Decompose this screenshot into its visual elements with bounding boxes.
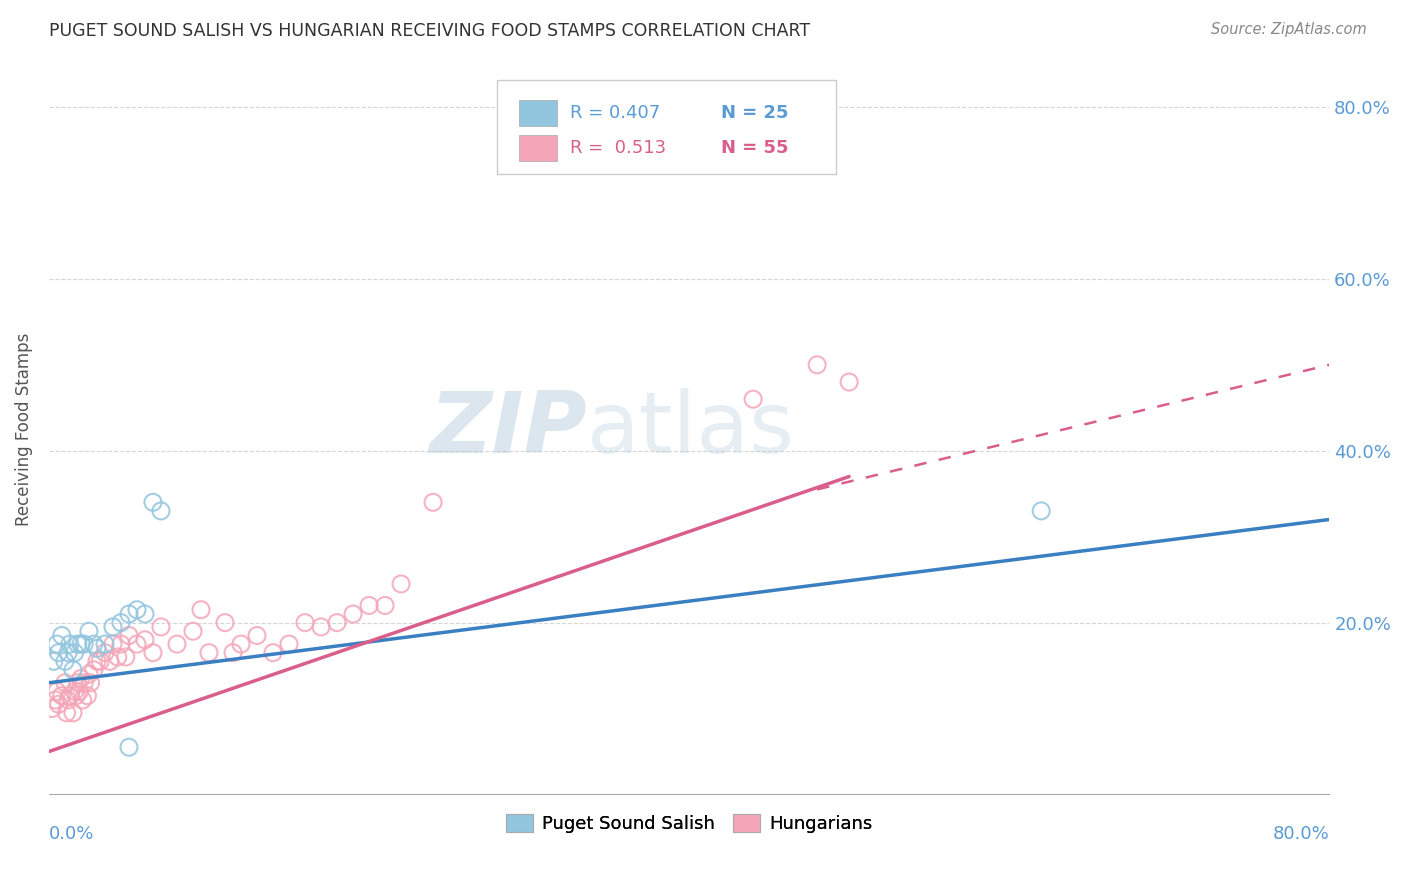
Point (63, 684, 86, 698)
Point (66, 637, 89, 651)
Point (55, 706, 77, 720)
Text: R = 0.407: R = 0.407 (569, 104, 661, 122)
FancyBboxPatch shape (519, 100, 557, 126)
Point (222, 646, 245, 660)
Text: N = 55: N = 55 (721, 139, 789, 157)
Point (125, 637, 148, 651)
Point (89, 654, 111, 668)
Point (374, 599, 396, 613)
Text: R =  0.513: R = 0.513 (569, 139, 666, 157)
Point (125, 603, 148, 617)
Point (142, 646, 165, 660)
Point (41, 701, 63, 715)
Point (46, 637, 69, 651)
Point (150, 620, 173, 634)
Point (65, 689, 87, 703)
Point (134, 607, 156, 621)
FancyBboxPatch shape (498, 80, 837, 174)
Point (77, 624, 100, 639)
Point (63, 646, 86, 660)
Point (51, 628, 73, 642)
Point (73, 637, 96, 651)
Point (59, 689, 82, 703)
Point (46, 684, 69, 698)
Point (53, 675, 76, 690)
Point (309, 620, 332, 634)
Text: 0.0%: 0.0% (49, 825, 94, 843)
Point (70, 672, 93, 686)
Point (67, 684, 90, 698)
Point (79, 675, 101, 690)
Point (342, 607, 364, 621)
Point (389, 577, 412, 591)
Point (44, 693, 66, 707)
Text: 80.0%: 80.0% (1272, 825, 1329, 843)
Point (94, 637, 117, 651)
Point (278, 637, 301, 651)
Point (114, 650, 136, 665)
Point (62, 706, 84, 720)
Point (150, 504, 173, 518)
Point (110, 637, 132, 651)
Point (838, 375, 860, 389)
Text: PUGET SOUND SALISH VS HUNGARIAN RECEIVING FOOD STAMPS CORRELATION CHART: PUGET SOUND SALISH VS HUNGARIAN RECEIVIN… (49, 22, 810, 40)
Y-axis label: Receiving Food Stamps: Receiving Food Stamps (15, 333, 32, 526)
Point (101, 637, 124, 651)
Point (262, 646, 284, 660)
Point (246, 628, 269, 642)
Point (357, 599, 380, 613)
Point (56, 646, 79, 660)
Point (166, 637, 188, 651)
Point (110, 615, 132, 630)
Point (190, 603, 212, 617)
Text: Source: ZipAtlas.com: Source: ZipAtlas.com (1211, 22, 1367, 37)
Point (72, 693, 94, 707)
Point (56, 693, 79, 707)
Point (77, 667, 100, 681)
Point (83, 663, 105, 677)
Point (51, 689, 73, 703)
Point (86, 641, 108, 656)
Point (48, 646, 70, 660)
Point (107, 650, 129, 665)
Legend: Puget Sound Salish, Hungarians: Puget Sound Salish, Hungarians (499, 806, 880, 840)
Point (118, 740, 141, 755)
Point (70, 637, 93, 651)
Point (83, 637, 105, 651)
Text: atlas: atlas (586, 388, 794, 471)
Point (181, 624, 204, 639)
FancyBboxPatch shape (519, 136, 557, 161)
Point (101, 620, 124, 634)
Point (742, 392, 765, 407)
Point (42, 654, 65, 668)
Point (198, 646, 221, 660)
Point (1031, 504, 1053, 518)
Point (48, 698, 70, 712)
Point (134, 632, 156, 647)
Text: ZIP: ZIP (429, 388, 586, 471)
Point (59, 637, 82, 651)
Point (98, 654, 121, 668)
Point (229, 637, 252, 651)
Point (422, 495, 444, 509)
Point (86, 654, 108, 668)
Point (76, 689, 98, 703)
Point (66, 675, 89, 690)
Point (94, 646, 117, 660)
Point (326, 615, 349, 630)
Text: N = 25: N = 25 (721, 104, 789, 122)
Point (142, 495, 165, 509)
Point (118, 628, 141, 642)
Point (294, 615, 316, 630)
Point (62, 663, 84, 677)
Point (806, 358, 828, 372)
Point (53, 654, 76, 668)
Point (73, 675, 96, 690)
Point (118, 607, 141, 621)
Point (214, 615, 236, 630)
